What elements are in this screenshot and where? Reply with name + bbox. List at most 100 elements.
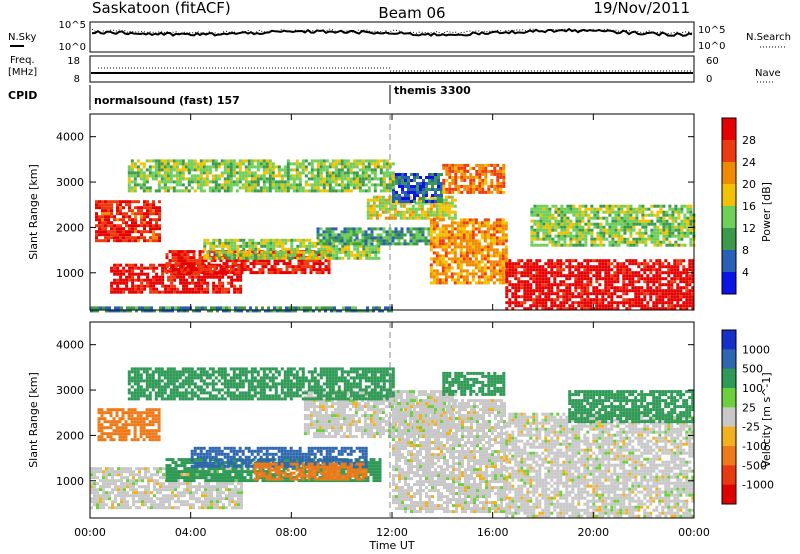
heatmap-cell — [233, 263, 237, 267]
heatmap-cell — [560, 210, 564, 214]
heatmap-cell — [367, 233, 371, 237]
heatmap-cell — [346, 171, 350, 175]
heatmap-cell — [410, 200, 413, 203]
heatmap-cell — [574, 307, 578, 311]
heatmap-cell — [644, 213, 648, 217]
heatmap-cell — [646, 289, 650, 293]
heatmap-cell — [147, 476, 150, 480]
heatmap-cell — [343, 239, 347, 243]
heatmap-cell — [547, 259, 551, 263]
heatmap-cell — [107, 215, 110, 219]
heatmap-cell — [542, 243, 546, 247]
heatmap-cell — [550, 301, 554, 305]
heatmap-cell — [616, 280, 620, 284]
heatmap-cell — [438, 218, 442, 222]
heatmap-cell — [440, 200, 443, 203]
heatmap-cell — [523, 298, 527, 302]
heatmap-cell — [324, 259, 328, 263]
heatmap-cell — [668, 228, 672, 232]
heatmap-cell — [586, 301, 590, 305]
heatmap-cell — [127, 189, 131, 193]
heatmap-cell — [245, 241, 249, 245]
heatmap-cell — [412, 227, 416, 231]
heatmap-cell — [206, 250, 210, 254]
heatmap-cell — [122, 287, 126, 291]
heatmap-cell — [385, 242, 389, 246]
heatmap-cell — [447, 269, 451, 273]
heatmap-cell — [584, 204, 588, 208]
heatmap-cell — [460, 163, 464, 167]
heatmap-cell — [572, 243, 576, 247]
heatmap-cell — [93, 503, 96, 507]
heatmap-cell — [108, 306, 111, 310]
heatmap-cell — [132, 473, 135, 477]
heatmap-cell — [400, 230, 404, 234]
heatmap-cell — [398, 182, 401, 185]
heatmap-cell — [605, 216, 609, 220]
heatmap-cell — [420, 213, 424, 217]
heatmap-cell — [394, 233, 398, 237]
heatmap-cell — [291, 306, 294, 310]
heatmap-cell — [157, 189, 161, 193]
heatmap-cell — [523, 307, 527, 311]
heatmap-cell — [232, 183, 236, 187]
heatmap-cell — [123, 503, 126, 507]
heatmap-cell — [559, 307, 563, 311]
heatmap-cell — [385, 171, 389, 175]
heatmap-cell — [215, 284, 219, 288]
heatmap-cell — [483, 254, 487, 258]
heatmap-cell — [301, 165, 305, 169]
heatmap-cell — [352, 230, 356, 234]
heatmap-cell — [614, 228, 618, 232]
heatmap-cell — [155, 233, 158, 237]
heatmap-cell — [177, 259, 181, 263]
heatmap-cell — [352, 183, 356, 187]
heatmap-cell — [322, 236, 326, 240]
heatmap-cell — [680, 207, 684, 211]
heatmap-cell — [638, 210, 642, 214]
heatmap-cell — [632, 216, 636, 220]
heatmap-cell — [562, 301, 566, 305]
heatmap-cell — [520, 259, 524, 263]
heatmap-cell — [569, 207, 573, 211]
heatmap-cell — [241, 183, 245, 187]
heatmap-cell — [296, 244, 300, 248]
heatmap-cell — [252, 250, 256, 254]
heatmap-cell — [413, 200, 416, 203]
heatmap-cell — [611, 231, 615, 235]
heatmap-cell — [677, 231, 681, 235]
heatmap-cell — [544, 283, 548, 287]
heatmap-cell — [361, 236, 365, 240]
heatmap-cell — [608, 240, 612, 244]
heatmap-cell — [349, 230, 353, 234]
heatmap-cell — [243, 262, 247, 266]
heatmap-cell — [244, 183, 248, 187]
heatmap-cell — [137, 239, 140, 243]
heatmap-cell — [114, 479, 117, 483]
heatmap-cell — [113, 233, 116, 237]
heatmap-cell — [514, 277, 518, 281]
heatmap-cell — [178, 189, 182, 193]
heatmap-cell — [661, 307, 665, 311]
heatmap-cell — [677, 222, 681, 226]
heatmap-cell — [429, 204, 433, 208]
heatmap-cell — [218, 278, 222, 282]
heatmap-cell — [416, 188, 419, 191]
heatmap-cell — [356, 253, 360, 257]
heatmap-cell — [147, 470, 150, 474]
heatmap-cell — [149, 203, 152, 207]
heatmap-cell — [474, 257, 478, 261]
heatmap-cell — [468, 236, 472, 240]
heatmap-cell — [590, 204, 594, 208]
heatmap-cell — [545, 213, 549, 217]
heatmap-cell — [247, 168, 251, 172]
heatmap-cell — [495, 278, 499, 282]
heatmap-cell — [401, 188, 404, 191]
heatmap-cell — [369, 216, 373, 220]
heatmap-cell — [649, 277, 653, 281]
heatmap-cell — [407, 194, 410, 197]
heatmap-cell — [604, 283, 608, 287]
heatmap-cell — [605, 231, 609, 235]
heatmap-cell — [404, 191, 407, 194]
heatmap-cell — [474, 227, 478, 231]
